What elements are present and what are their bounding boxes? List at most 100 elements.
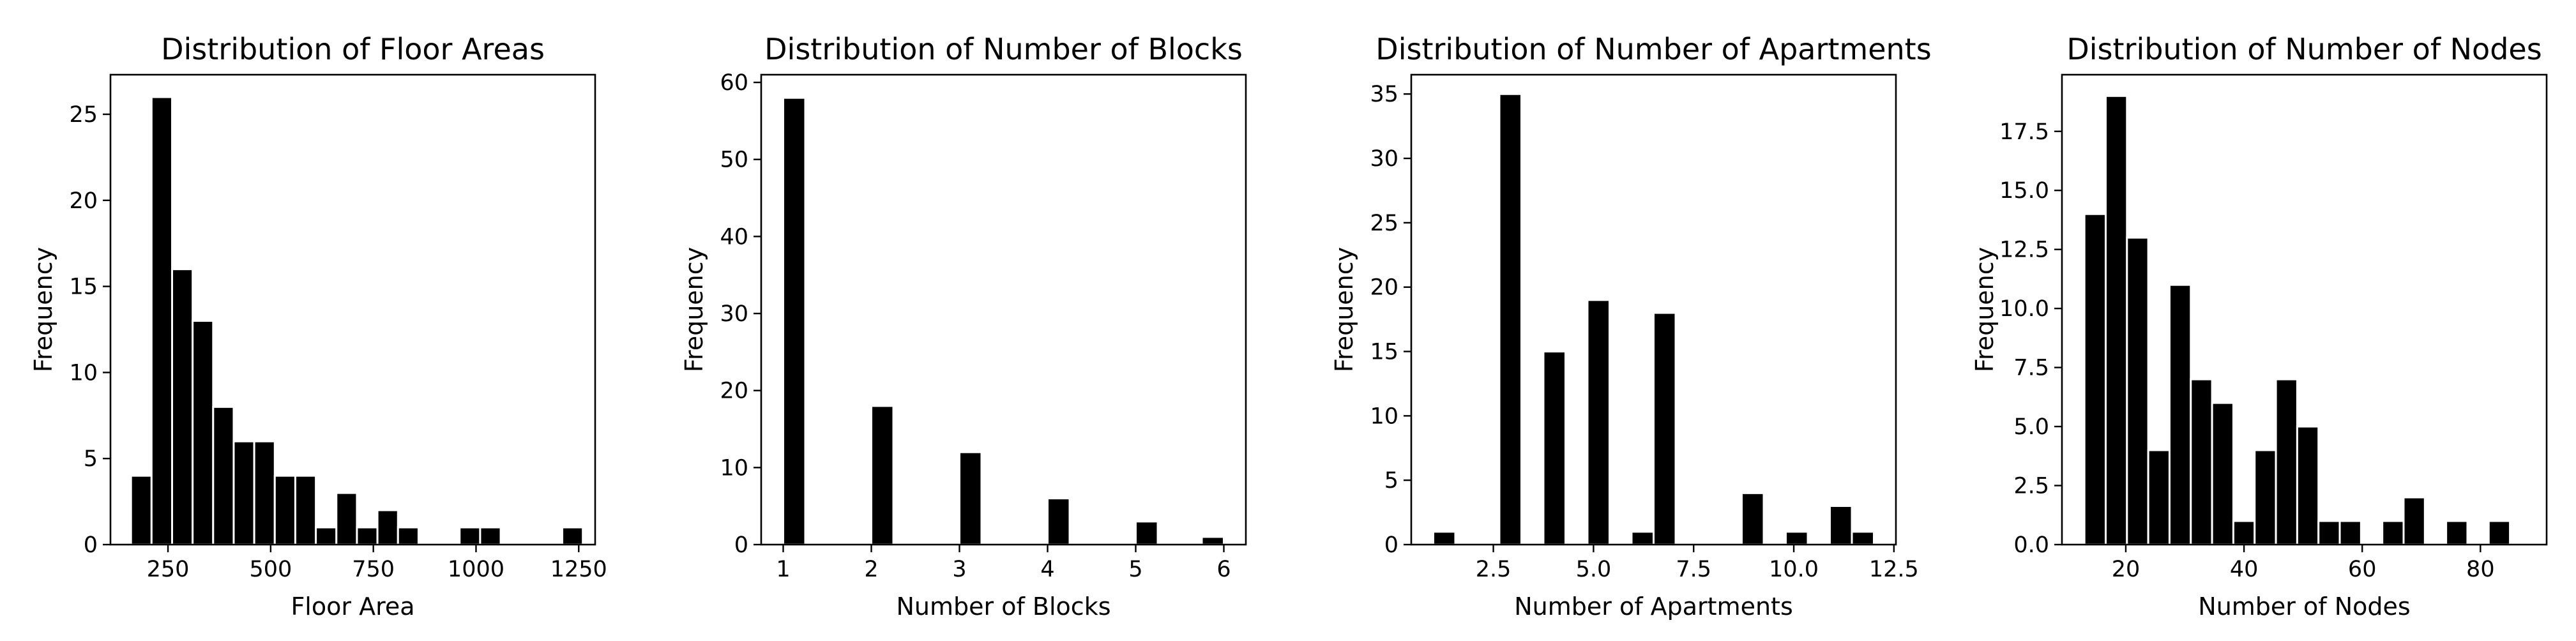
- y-tick-label: 5: [84, 446, 98, 472]
- x-tick-label: 20: [2112, 557, 2140, 582]
- y-tick-label: 0: [84, 532, 98, 558]
- x-tick-label: 2.5: [1476, 557, 1512, 582]
- histogram-bar: [192, 320, 215, 546]
- histogram-bar: [1432, 531, 1457, 546]
- x-axis-label: Number of Blocks: [896, 592, 1110, 621]
- histogram-bar: [958, 451, 983, 546]
- histogram-bar: [2402, 496, 2426, 546]
- histogram-panel-3: 2.5 5.0 7.5 10.0 12.5 0 5 10 15 20 25 30 35 Distribut…: [1330, 32, 1932, 621]
- histogram-bar: [2232, 520, 2256, 546]
- y-tick-label: 60: [720, 70, 748, 96]
- x-tick-label: 250: [147, 557, 190, 582]
- y-tick-label: 0: [1384, 532, 1398, 558]
- x-axis-label: Floor Area: [291, 592, 414, 621]
- histogram-bar: [1047, 497, 1071, 546]
- histogram-bar: [1630, 531, 1655, 546]
- x-tick-label: 3: [952, 557, 966, 582]
- y-tick-label: 17.5: [1999, 119, 2049, 145]
- x-tick-label: 80: [2466, 557, 2495, 582]
- y-tick-label: 25: [69, 102, 98, 128]
- histogram-bar: [170, 268, 194, 546]
- chart-title: Distribution of Floor Areas: [161, 32, 545, 66]
- histogram-bar: [1542, 351, 1566, 546]
- histogram-bar: [2104, 94, 2128, 546]
- histogram-bar: [458, 526, 481, 546]
- histogram-bar: [335, 492, 358, 546]
- x-tick-label: 1250: [550, 557, 607, 582]
- histogram-bar: [232, 440, 255, 546]
- y-tick-label: 5: [1384, 468, 1398, 494]
- histogram-bar: [2211, 402, 2234, 546]
- x-tick-label: 7.5: [1676, 557, 1711, 582]
- y-tick-label: 10: [720, 455, 748, 481]
- histogram-bar: [782, 96, 807, 546]
- histogram-bar: [1201, 536, 1225, 546]
- y-tick-label: 40: [720, 224, 748, 250]
- y-tick-label: 15: [1370, 340, 1398, 365]
- histogram-bar: [273, 474, 296, 546]
- x-tick-label: 5.0: [1576, 557, 1612, 582]
- histogram-bar: [356, 526, 379, 546]
- x-tick-label: 12.5: [1869, 557, 1919, 582]
- x-tick-label: 5: [1128, 557, 1142, 582]
- histogram-bar: [212, 405, 235, 546]
- y-axis-label: Frequency: [1330, 247, 1358, 372]
- y-tick-label: 10: [1370, 403, 1398, 429]
- y-axis-label: Frequency: [680, 247, 708, 372]
- axes-frame: [2061, 73, 2548, 546]
- x-tick-label: 10.0: [1769, 557, 1819, 582]
- histogram-bar: [1586, 299, 1610, 546]
- histogram-panel-1: 250 500 750 1000 1250 0 5 10 15 20 25 Distribution …: [29, 32, 607, 621]
- histogram-bar: [1785, 531, 1809, 546]
- x-tick-label: 1: [776, 557, 790, 582]
- y-tick-label: 5.0: [2013, 414, 2049, 440]
- x-tick-label: 2: [864, 557, 878, 582]
- axes-frame: [1410, 73, 1897, 546]
- y-tick-label: 35: [1370, 82, 1398, 107]
- histogram-bar: [1135, 520, 1159, 546]
- histogram-bar: [2445, 520, 2469, 546]
- chart-title: Distribution of Number of Nodes: [2066, 32, 2542, 66]
- histogram-bar: [294, 474, 317, 546]
- y-tick-label: 15: [69, 275, 98, 300]
- y-tick-label: 10.0: [1999, 296, 2049, 322]
- y-tick-label: 0.0: [2013, 532, 2049, 558]
- histogram-bar: [2254, 449, 2277, 546]
- chart-title: Distribution of Number of Blocks: [764, 32, 1243, 66]
- y-tick-label: 12.5: [1999, 238, 2049, 263]
- y-tick-label: 15.0: [1999, 178, 2049, 204]
- histogram-bar: [2381, 520, 2405, 546]
- histogram-bar: [2296, 425, 2320, 546]
- y-tick-label: 20: [69, 188, 98, 214]
- histogram-bar: [1498, 93, 1522, 546]
- y-tick-label: 7.5: [2013, 356, 2049, 381]
- axes-frame: [109, 73, 596, 546]
- histogram-bar: [2083, 213, 2107, 546]
- histogram-bar: [1653, 312, 1677, 546]
- y-axis-label: Frequency: [1971, 247, 1999, 372]
- x-tick-label: 60: [2348, 557, 2377, 582]
- y-tick-label: 50: [720, 147, 748, 173]
- x-tick-label: 1000: [448, 557, 504, 582]
- histogram-bar: [150, 96, 173, 546]
- y-tick-label: 0: [734, 532, 748, 558]
- x-tick-label: 40: [2230, 557, 2259, 582]
- histogram-bar: [2190, 378, 2213, 546]
- x-axis-label: Number of Apartments: [1514, 592, 1793, 621]
- histogram-bar: [1851, 531, 1875, 546]
- y-tick-label: 25: [1370, 211, 1398, 236]
- y-tick-label: 20: [1370, 275, 1398, 301]
- histogram-bar: [2338, 520, 2362, 546]
- histogram-bar: [2147, 449, 2171, 546]
- y-tick-label: 10: [69, 360, 98, 386]
- axes-frame: [760, 73, 1247, 546]
- histogram-bar: [315, 526, 338, 546]
- y-tick-label: 30: [720, 301, 748, 327]
- histogram-bar: [130, 474, 153, 546]
- x-tick-label: 4: [1040, 557, 1054, 582]
- histogram-bar: [1741, 492, 1765, 546]
- histogram-bar: [870, 405, 895, 546]
- histogram-bar: [253, 440, 276, 546]
- x-tick-label: 500: [249, 557, 292, 582]
